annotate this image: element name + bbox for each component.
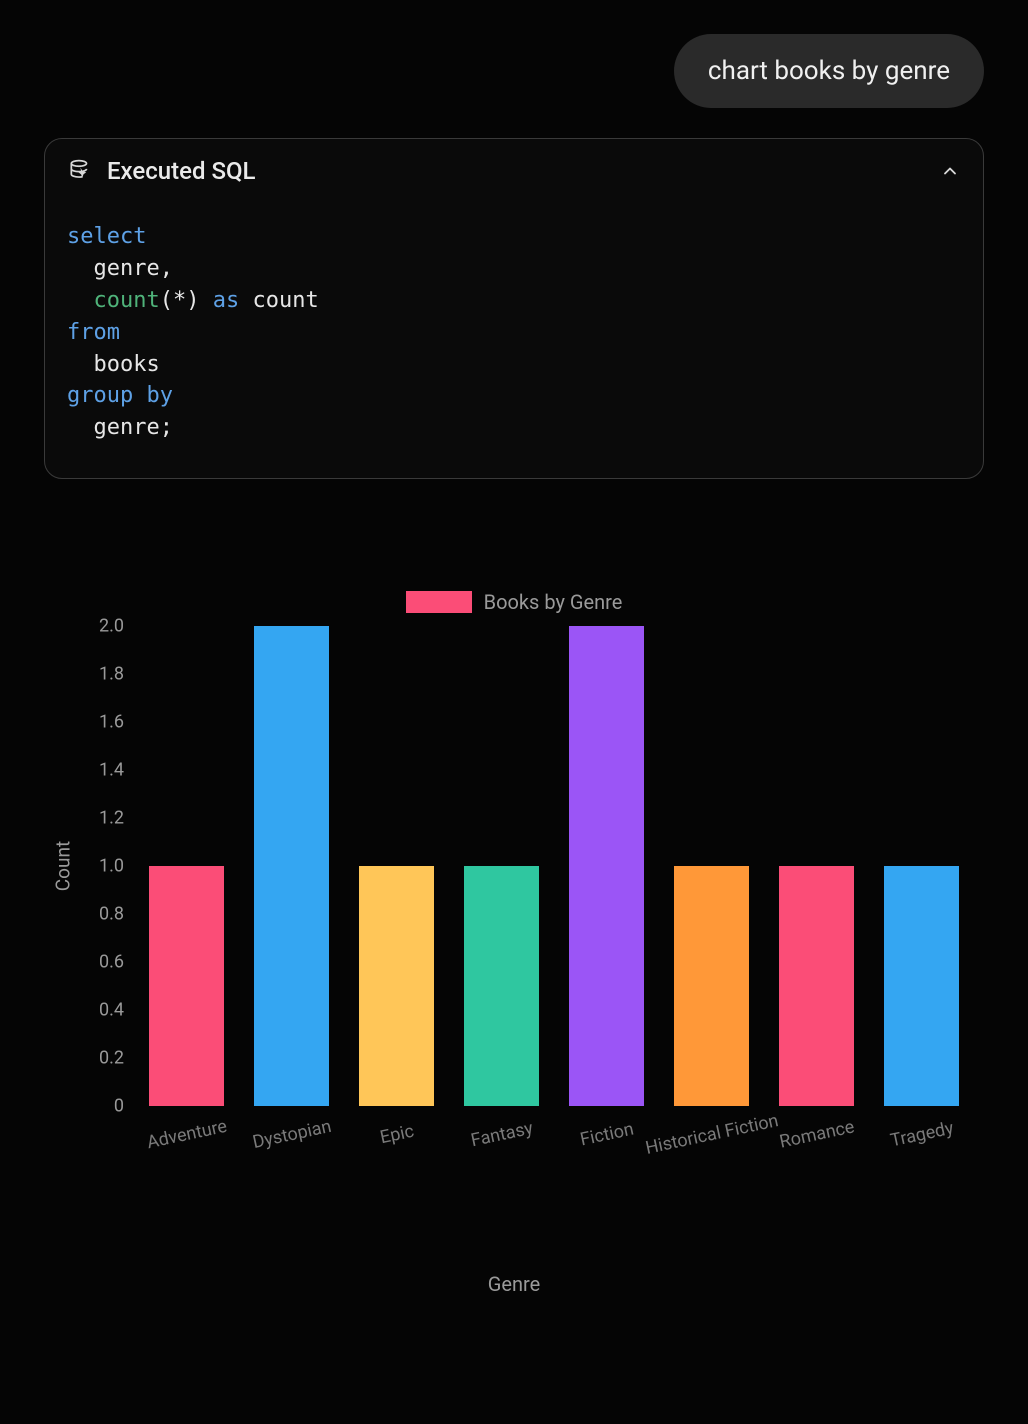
x-tick-label: Tragedy (888, 1118, 955, 1152)
x-tick-label: Epic (378, 1121, 416, 1149)
bar[interactable] (884, 866, 960, 1106)
y-tick-label: 2.0 (64, 616, 124, 637)
bar-slot (659, 626, 764, 1106)
y-tick-label: 1.4 (64, 760, 124, 781)
x-tick-label: Romance (777, 1116, 856, 1152)
user-message-bubble: chart books by genre (674, 34, 984, 108)
sql-result-card: Executed SQL select genre, count(*) as c… (44, 138, 984, 479)
bar[interactable] (674, 866, 750, 1106)
chevron-up-icon[interactable] (939, 160, 961, 182)
bar-slot (344, 626, 449, 1106)
bar-slot (239, 626, 344, 1106)
bar-slot (449, 626, 554, 1106)
legend-swatch (406, 591, 472, 613)
bar[interactable] (569, 626, 645, 1106)
x-tick-label: Fantasy (469, 1118, 535, 1152)
sql-card-header[interactable]: Executed SQL (45, 139, 983, 193)
bar[interactable] (779, 866, 855, 1106)
y-tick-label: 1.2 (64, 808, 124, 829)
bar-slot (764, 626, 869, 1106)
x-tick-label: Adventure (145, 1116, 229, 1153)
y-tick-label: 1.0 (64, 856, 124, 877)
bar-slot (554, 626, 659, 1106)
y-tick-label: 0.4 (64, 1000, 124, 1021)
y-tick-label: 0.8 (64, 904, 124, 925)
bar[interactable] (464, 866, 540, 1106)
y-tick-label: 0.6 (64, 952, 124, 973)
bar-slot (134, 626, 239, 1106)
chart-plot-area: Count 00.20.40.60.81.01.21.41.61.82.0 (134, 626, 974, 1106)
y-tick-label: 0 (64, 1096, 124, 1117)
sql-card-title: Executed SQL (107, 157, 925, 185)
x-tick-label: Historical Fiction (643, 1110, 780, 1159)
bars-group (134, 626, 974, 1106)
y-tick-label: 0.2 (64, 1048, 124, 1069)
user-message-text: chart books by genre (708, 56, 950, 86)
y-axis: 00.20.40.60.81.01.21.41.61.82.0 (64, 626, 124, 1106)
legend-label: Books by Genre (484, 590, 623, 614)
bar-slot (869, 626, 974, 1106)
bar[interactable] (359, 866, 435, 1106)
page-root: chart books by genre Executed SQL select… (0, 0, 1028, 1424)
bar[interactable] (254, 626, 330, 1106)
x-axis-labels: Adventure Dystopian Epic Fantasy FictionHist… (134, 1106, 974, 1186)
x-axis-label: Genre (44, 1272, 984, 1296)
bar[interactable] (149, 866, 225, 1106)
sql-code-block: select genre, count(*) as count from boo… (45, 193, 983, 478)
chart-legend[interactable]: Books by Genre (44, 590, 984, 614)
chart-container: Books by Genre Count 00.20.40.60.81.01.2… (44, 590, 984, 1280)
x-tick-label: Dystopian (250, 1116, 332, 1153)
y-tick-label: 1.8 (64, 664, 124, 685)
x-tick-label: Fiction (578, 1119, 635, 1151)
database-icon (67, 158, 93, 184)
y-tick-label: 1.6 (64, 712, 124, 733)
